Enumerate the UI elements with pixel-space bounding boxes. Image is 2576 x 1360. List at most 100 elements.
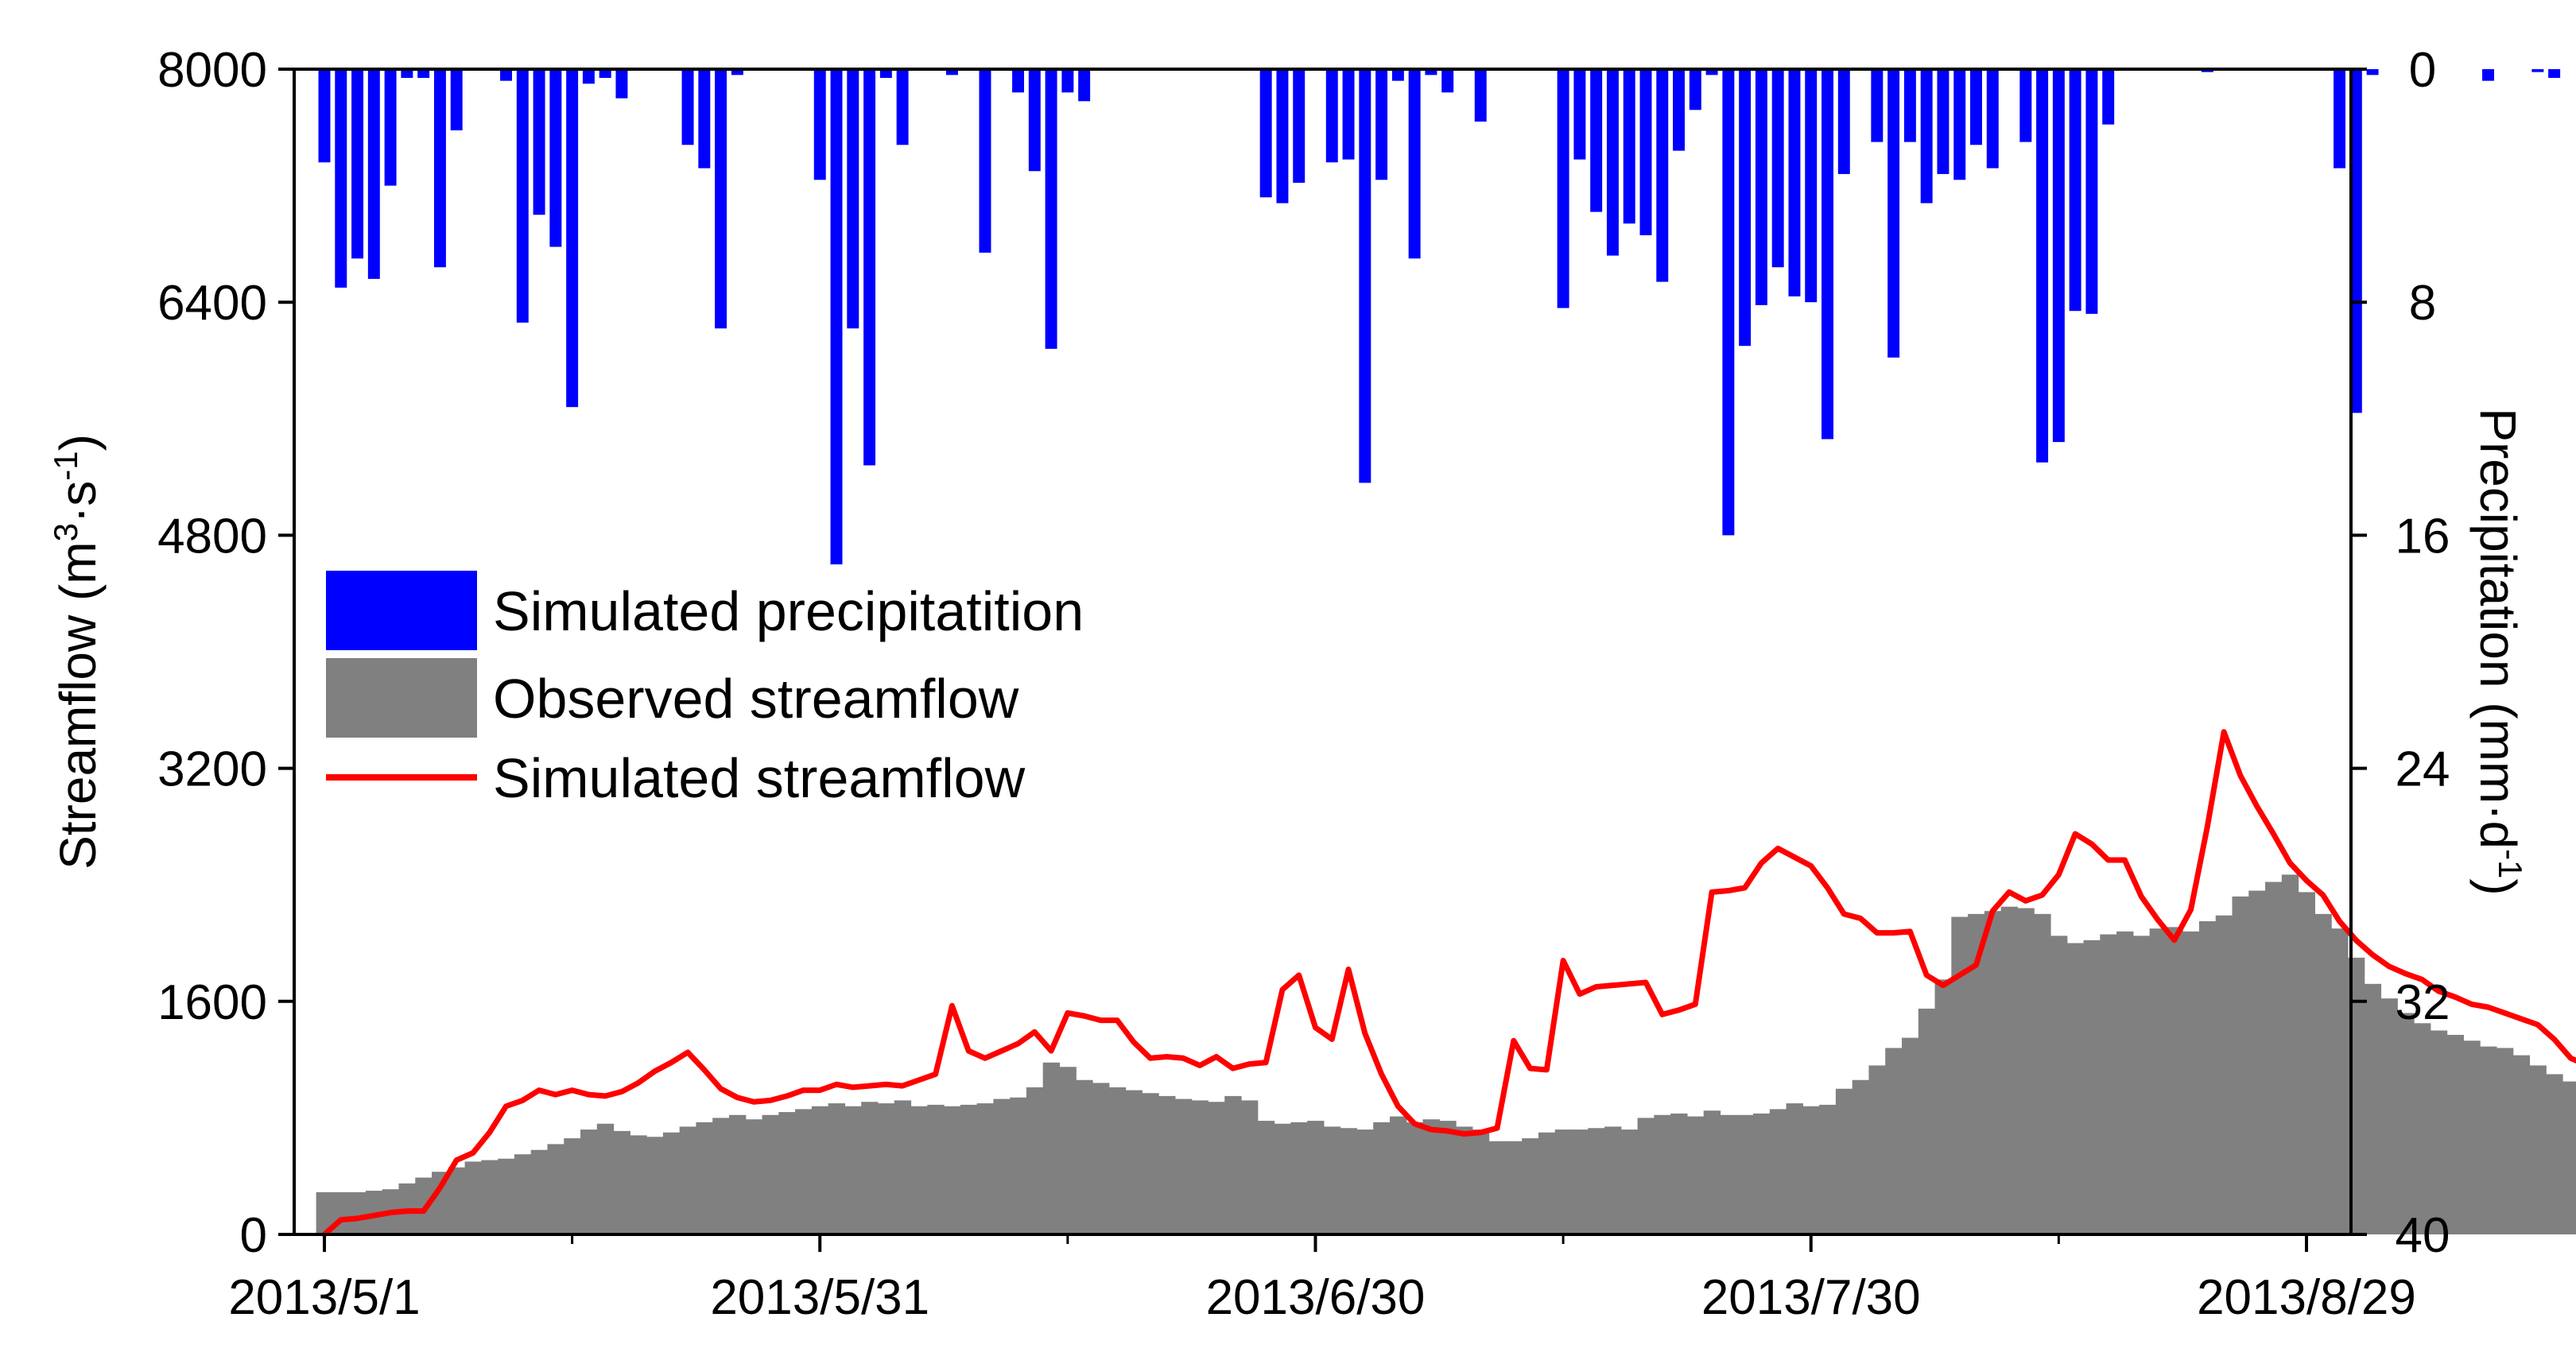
observed-streamflow-bar — [1753, 1113, 1771, 1234]
observed-streamflow-bar — [2380, 998, 2398, 1234]
precipitation-bar — [1689, 69, 1701, 110]
observed-streamflow-bars — [316, 874, 2576, 1235]
observed-streamflow-bar — [1406, 1122, 1424, 1234]
observed-streamflow-bar — [894, 1100, 912, 1234]
axes: 0 1600 3200 4800 6400 8000 0 8 16 24 32 40 2013/5/1 2… — [47, 43, 2530, 1325]
precipitation-bars — [318, 69, 2561, 565]
observed-streamflow-bar — [1984, 911, 2002, 1234]
precipitation-bar — [1705, 69, 1718, 76]
observed-streamflow-bar — [1307, 1121, 1325, 1234]
right-y-tick-label: 0 — [2409, 43, 2436, 98]
observed-streamflow-bar — [1620, 1129, 1639, 1234]
observed-streamflow-bar — [1340, 1128, 1358, 1234]
observed-streamflow-bar — [2232, 896, 2249, 1234]
precipitation-bar — [2102, 69, 2115, 125]
observed-streamflow-bar — [514, 1154, 532, 1234]
observed-streamflow-bar — [1538, 1132, 1556, 1234]
observed-streamflow-bar — [1604, 1126, 1622, 1234]
observed-streamflow-bar — [1290, 1122, 1308, 1234]
observed-streamflow-bar — [1654, 1114, 1671, 1234]
precipitation-bar — [401, 69, 413, 78]
precipitation-bar — [2069, 69, 2081, 312]
observed-streamflow-bar — [2000, 906, 2019, 1234]
precipitation-bar — [582, 69, 595, 84]
precipitation-bar — [945, 69, 958, 76]
observed-streamflow-bar — [2496, 1048, 2514, 1234]
precipitation-bar — [2036, 69, 2049, 463]
observed-streamflow-bar — [712, 1118, 730, 1234]
observed-streamflow-bar — [1588, 1128, 1605, 1234]
observed-streamflow-bar — [580, 1129, 598, 1234]
observed-streamflow-bar — [2116, 931, 2134, 1234]
observed-streamflow-bar — [1934, 979, 1952, 1234]
precipitation-bar — [813, 69, 826, 180]
observed-streamflow-bar — [1554, 1129, 1573, 1234]
simulated-streamflow-line — [321, 729, 2576, 1238]
observed-streamflow-bar — [1125, 1090, 1143, 1234]
precipitation-bar — [1755, 69, 1767, 305]
precipitation-bar — [335, 69, 347, 288]
observed-streamflow-bar — [844, 1106, 862, 1234]
observed-streamflow-bar — [778, 1112, 796, 1234]
precipitation-bar — [1557, 69, 1569, 308]
observed-streamflow-bar — [432, 1172, 449, 1234]
precipitation-bar — [615, 69, 628, 99]
observed-streamflow-bar — [2100, 934, 2117, 1234]
precipitation-bar — [1722, 69, 1735, 536]
observed-streamflow-bar — [1786, 1103, 1803, 1234]
precipitation-bar — [1986, 69, 1999, 169]
precipitation-bar — [450, 69, 463, 130]
precipitation-bar — [1259, 69, 1272, 198]
observed-streamflow-bar — [1108, 1087, 1127, 1234]
precipitation-bar — [1061, 69, 1074, 93]
precipitation-bar — [1903, 69, 1916, 142]
observed-streamflow-bar — [630, 1135, 647, 1234]
observed-streamflow-bar — [1835, 1088, 1853, 1234]
left-y-axis-title-part: Streamflow (m — [49, 541, 107, 870]
legend-swatch — [326, 658, 477, 738]
precipitation-bar — [1739, 69, 1752, 347]
observed-streamflow-bar — [828, 1103, 846, 1234]
observed-streamflow-bar — [1670, 1113, 1688, 1234]
observed-streamflow-bar — [944, 1106, 961, 1234]
precipitation-bar — [1953, 69, 1966, 180]
precipitation-bar — [1441, 69, 1454, 93]
observed-streamflow-bar — [1868, 1065, 1886, 1234]
left-y-tick-label: 4800 — [157, 509, 267, 564]
observed-streamflow-bar — [1092, 1083, 1110, 1234]
x-tick-label: 2013/5/31 — [710, 1270, 929, 1325]
observed-streamflow-bar — [530, 1149, 549, 1234]
precipitation-bar — [351, 69, 364, 259]
precipitation-bar — [417, 69, 430, 78]
precipitation-bar — [599, 69, 611, 78]
observed-streamflow-bar — [2364, 983, 2382, 1234]
observed-streamflow-bar — [1158, 1095, 1176, 1234]
observed-streamflow-bar — [1373, 1122, 1391, 1234]
observed-streamflow-bar — [1720, 1114, 1737, 1234]
precipitation-bar — [433, 69, 446, 268]
observed-streamflow-bar — [1522, 1138, 1539, 1234]
precipitation-bar — [1821, 69, 1834, 440]
precipitation-bar — [2482, 69, 2495, 81]
observed-streamflow-bar — [993, 1098, 1011, 1234]
precipitation-bar — [1805, 69, 1818, 303]
observed-streamflow-bar — [1422, 1119, 1440, 1234]
observed-streamflow-bar — [960, 1104, 978, 1234]
precipitation-bar — [1920, 69, 1933, 203]
right-y-axis-title-part: Precipitation (mm·d — [2469, 408, 2527, 849]
observed-streamflow-bar — [2430, 1030, 2448, 1234]
precipitation-bar — [500, 69, 513, 81]
observed-streamflow-bar — [1356, 1129, 1374, 1234]
x-tick-label: 2013/7/30 — [1701, 1270, 1921, 1325]
observed-streamflow-bar — [1637, 1118, 1655, 1234]
observed-streamflow-bar — [2066, 943, 2085, 1234]
precipitation-bar — [1325, 69, 1338, 163]
precipitation-bar — [516, 69, 529, 323]
observed-streamflow-bar — [2198, 921, 2217, 1234]
observed-streamflow-bar — [1703, 1110, 1721, 1234]
observed-streamflow-bar — [2463, 1040, 2481, 1234]
observed-streamflow-bar — [1257, 1121, 1275, 1234]
precipitation-bar — [566, 69, 579, 408]
right-y-axis-title-part: -1 — [2493, 849, 2530, 878]
precipitation-bar — [681, 69, 694, 145]
